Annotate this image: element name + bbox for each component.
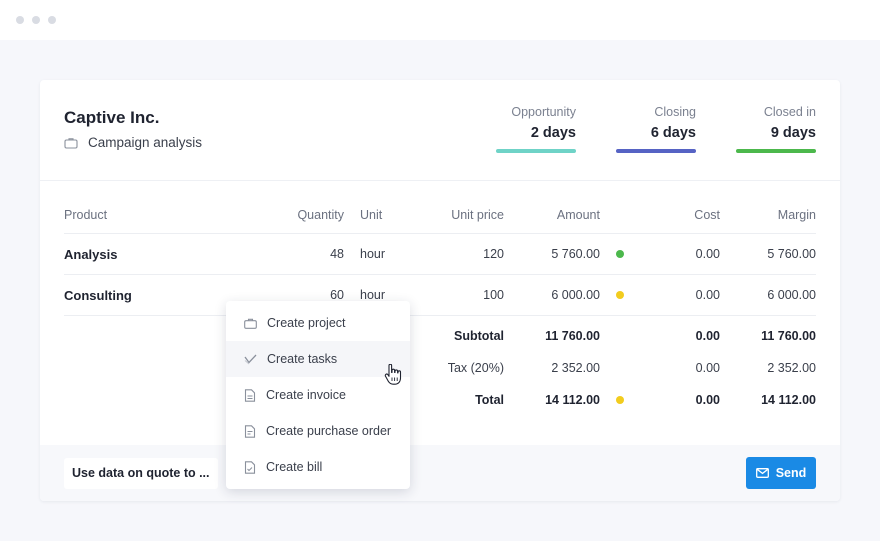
row-divider	[64, 274, 816, 275]
row-product: Analysis	[64, 247, 118, 262]
stage-opportunity: Opportunity 2 days	[496, 105, 576, 153]
header-margin: Margin	[777, 208, 816, 222]
stage-closing: Closing 6 days	[616, 105, 696, 153]
menu-item-label: Create purchase order	[266, 424, 392, 438]
stage-bar	[496, 149, 576, 153]
menu-item-create-invoice[interactable]: Create invoice	[226, 377, 410, 413]
row-margin: 5 760.00	[767, 247, 816, 261]
row-margin: 6 000.00	[767, 288, 816, 302]
subtotal-margin: 11 760.00	[761, 329, 816, 343]
use-data-menu: Create project Create tasks Create invoi…	[226, 301, 410, 489]
briefcase-icon	[244, 318, 257, 329]
briefcase-icon	[64, 137, 78, 149]
project-name: Campaign analysis	[88, 135, 203, 150]
purchase-order-icon	[244, 424, 256, 438]
stage-label: Opportunity	[511, 105, 576, 119]
row-amount: 5 760.00	[551, 247, 600, 261]
menu-item-label: Create bill	[266, 460, 323, 474]
menu-item-label: Create tasks	[267, 352, 338, 366]
hand-cursor-icon	[384, 364, 402, 385]
row-amount: 6 000.00	[551, 288, 600, 302]
stage-bar	[736, 149, 816, 153]
subtotal-label: Subtotal	[454, 329, 504, 343]
total-label: Total	[475, 393, 504, 407]
stage-value: 9 days	[770, 125, 816, 141]
tax-label: Tax (20%)	[447, 361, 504, 375]
menu-item-create-project[interactable]: Create project	[226, 305, 410, 341]
company-name: Captive Inc.	[64, 108, 160, 127]
window-dot	[16, 16, 24, 24]
use-data-button[interactable]: Use data on quote to ...	[64, 458, 218, 489]
window-dot	[48, 16, 56, 24]
tax-amount: 2 352.00	[551, 361, 600, 375]
row-quantity: 60	[330, 288, 344, 302]
tax-cost: 0.00	[695, 361, 720, 375]
window-dot	[32, 16, 40, 24]
checkmark-icon	[244, 354, 257, 364]
header-unit: Unit	[360, 208, 383, 222]
row-divider	[64, 315, 816, 316]
header-unit-price: Unit price	[451, 208, 504, 222]
tax-margin: 2 352.00	[767, 361, 816, 375]
row-unit-price: 100	[483, 288, 504, 302]
header-cost: Cost	[694, 208, 720, 222]
stage-bar	[616, 149, 696, 153]
total-amount: 14 112.00	[545, 393, 600, 407]
row-unit-price: 120	[483, 247, 504, 261]
row-divider	[64, 233, 816, 234]
menu-item-create-tasks[interactable]: Create tasks	[226, 341, 410, 377]
menu-item-label: Create invoice	[266, 388, 346, 402]
header-divider	[40, 180, 840, 181]
bill-icon	[244, 460, 256, 474]
invoice-icon	[244, 388, 256, 402]
header-product: Product	[64, 208, 108, 222]
status-dot	[616, 291, 624, 299]
subtotal-amount: 11 760.00	[545, 329, 600, 343]
subtotal-cost: 0.00	[695, 329, 720, 343]
menu-item-create-purchase-order[interactable]: Create purchase order	[226, 413, 410, 449]
menu-item-label: Create project	[267, 316, 346, 330]
send-label: Send	[775, 466, 807, 480]
stage-label: Closed in	[763, 105, 816, 119]
header-amount: Amount	[556, 208, 600, 222]
stage-value: 2 days	[530, 125, 576, 141]
stage-label: Closing	[654, 105, 696, 119]
project-line: Campaign analysis	[64, 135, 202, 150]
send-button[interactable]: Send	[746, 457, 816, 489]
envelope-icon	[755, 468, 769, 478]
stage-closed: Closed in 9 days	[736, 105, 816, 153]
row-quantity: 48	[330, 247, 344, 261]
header-quantity: Quantity	[297, 208, 344, 222]
row-unit: hour	[360, 288, 386, 302]
card-footer: Use data on quote to ... Send	[40, 445, 840, 501]
row-unit: hour	[360, 247, 386, 261]
row-cost: 0.00	[695, 247, 720, 261]
quote-card: Captive Inc. Campaign analysis Opportuni…	[40, 80, 840, 501]
total-cost: 0.00	[695, 393, 720, 407]
total-margin: 14 112.00	[761, 393, 816, 407]
row-product: Consulting	[64, 288, 132, 303]
row-cost: 0.00	[695, 288, 720, 302]
stage-value: 6 days	[650, 125, 696, 141]
window-titlebar	[0, 0, 880, 40]
status-dot	[616, 250, 624, 258]
status-dot	[616, 396, 624, 404]
menu-item-create-bill[interactable]: Create bill	[226, 449, 410, 485]
